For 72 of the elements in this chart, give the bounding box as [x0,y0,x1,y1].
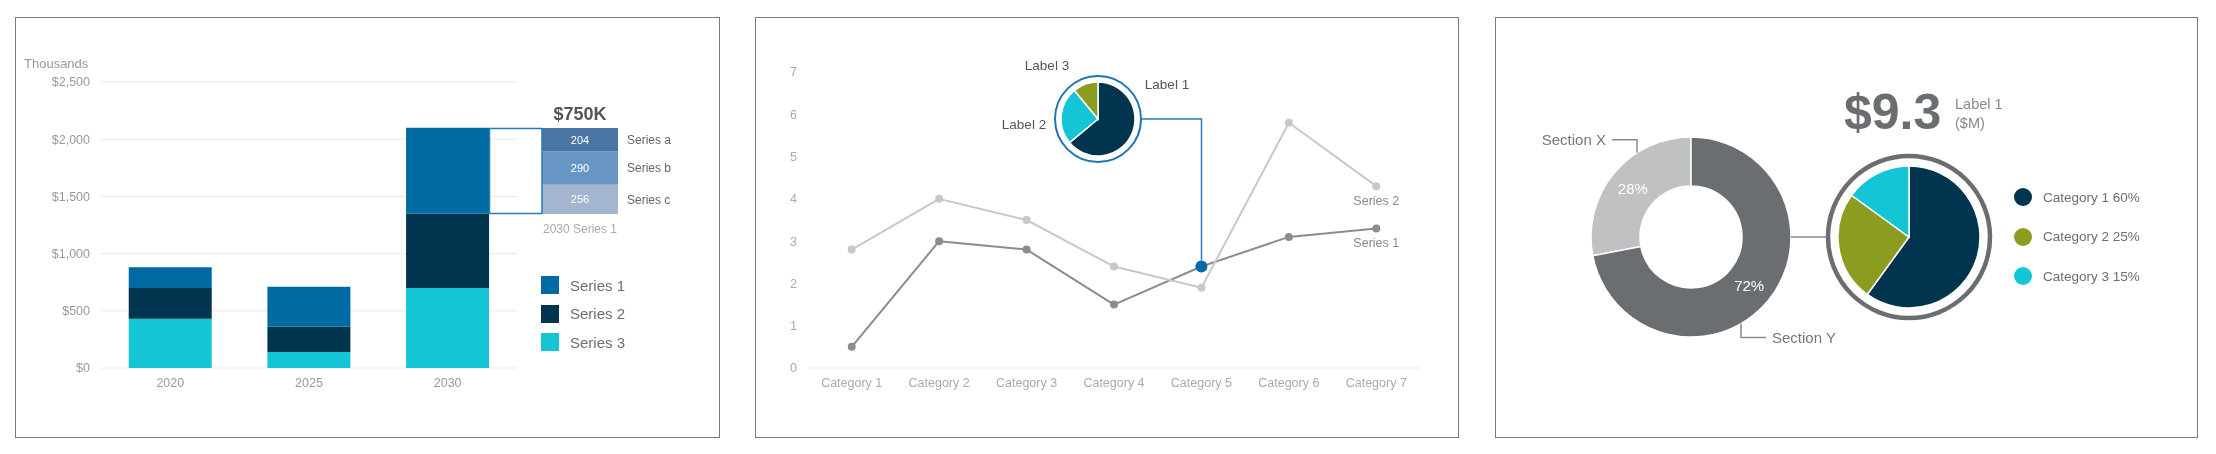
y-tick-label: $1,500 [51,189,91,204]
y-tick-label: 4 [790,192,798,207]
data-label: 72% [1734,276,1765,294]
bar [128,267,212,288]
x-tick-label: Category 2 [908,375,970,390]
x-tick-label: Category 6 [1258,375,1320,390]
point [1372,182,1381,191]
legend-label: Category 3 15% [2043,268,2140,284]
y-tick-label: $0 [76,361,91,376]
y-tick-label: 2 [790,276,798,291]
point [935,194,944,203]
slice-label: Section X [1541,131,1606,149]
bar [267,351,351,368]
y-tick-label: 3 [790,234,798,249]
y-tick-label: 0 [790,361,798,376]
y-tick-label: $2,000 [51,132,91,147]
point [1110,300,1118,309]
point [935,237,944,246]
bar [406,287,490,368]
point [1022,245,1031,254]
bar [267,286,351,327]
legend-label: Category 2 25% [2043,229,2140,244]
y-tick-label: $500 [62,304,91,319]
legend-label: Category 1 60% [2043,189,2140,205]
point [1372,224,1381,233]
y-axis-title: Thousands [24,56,89,71]
chart-title: $9.3 [1844,84,1942,140]
bar [406,213,490,288]
x-tick-label: Category 3 [995,375,1058,390]
x-tick-label: Category 5 [1170,375,1233,390]
series-label: Series b [627,161,672,176]
bar [406,127,490,214]
x-tick-label: Category 4 [1083,375,1145,390]
series-label: Series c [627,192,671,207]
x-tick-label: 2030 [433,375,462,390]
point [1022,216,1031,224]
series-label: Series 1 [1353,236,1400,251]
series-label: Series 2 [1353,194,1400,209]
point [1284,118,1293,127]
x-tick-label: Category 7 [1345,375,1407,390]
chart-subtitle: Label 1 ($M) [1955,95,2004,133]
point [1110,262,1118,271]
y-tick-label: 1 [790,319,798,334]
slice-label: Label 1 [1144,76,1190,92]
x-tick-label: 2025 [295,375,323,390]
data-label: 256 [570,193,590,206]
chart-title: $750K [552,103,608,125]
y-tick-label: $1,000 [51,247,91,262]
data-label: 28% [1617,180,1648,198]
data-label: 290 [570,161,590,174]
slice-label: Label 3 [1024,57,1070,73]
x-tick-label: 2020 [156,375,185,390]
y-tick-label: 6 [790,107,798,122]
y-tick-label: 5 [790,150,798,165]
data-label: 204 [570,133,590,146]
y-tick-label: $2,500 [51,75,91,90]
point [1284,232,1293,241]
x-tick-label: 2030 Series 1 [542,221,618,236]
y-tick-label: 7 [790,65,798,80]
point [1197,283,1206,292]
legend-label: Series 3 [570,333,626,351]
point [847,245,856,254]
legend-label: Series 2 [570,305,626,322]
bar [128,318,212,368]
x-tick-label: Category 1 [821,375,883,390]
series-label: Series a [627,132,672,147]
legend-label: Series 1 [570,276,626,294]
bar [267,326,351,352]
slice-label: Label 2 [1001,116,1047,132]
bar [128,287,212,319]
point [847,342,856,351]
slice-label: Section Y [1772,329,1836,347]
